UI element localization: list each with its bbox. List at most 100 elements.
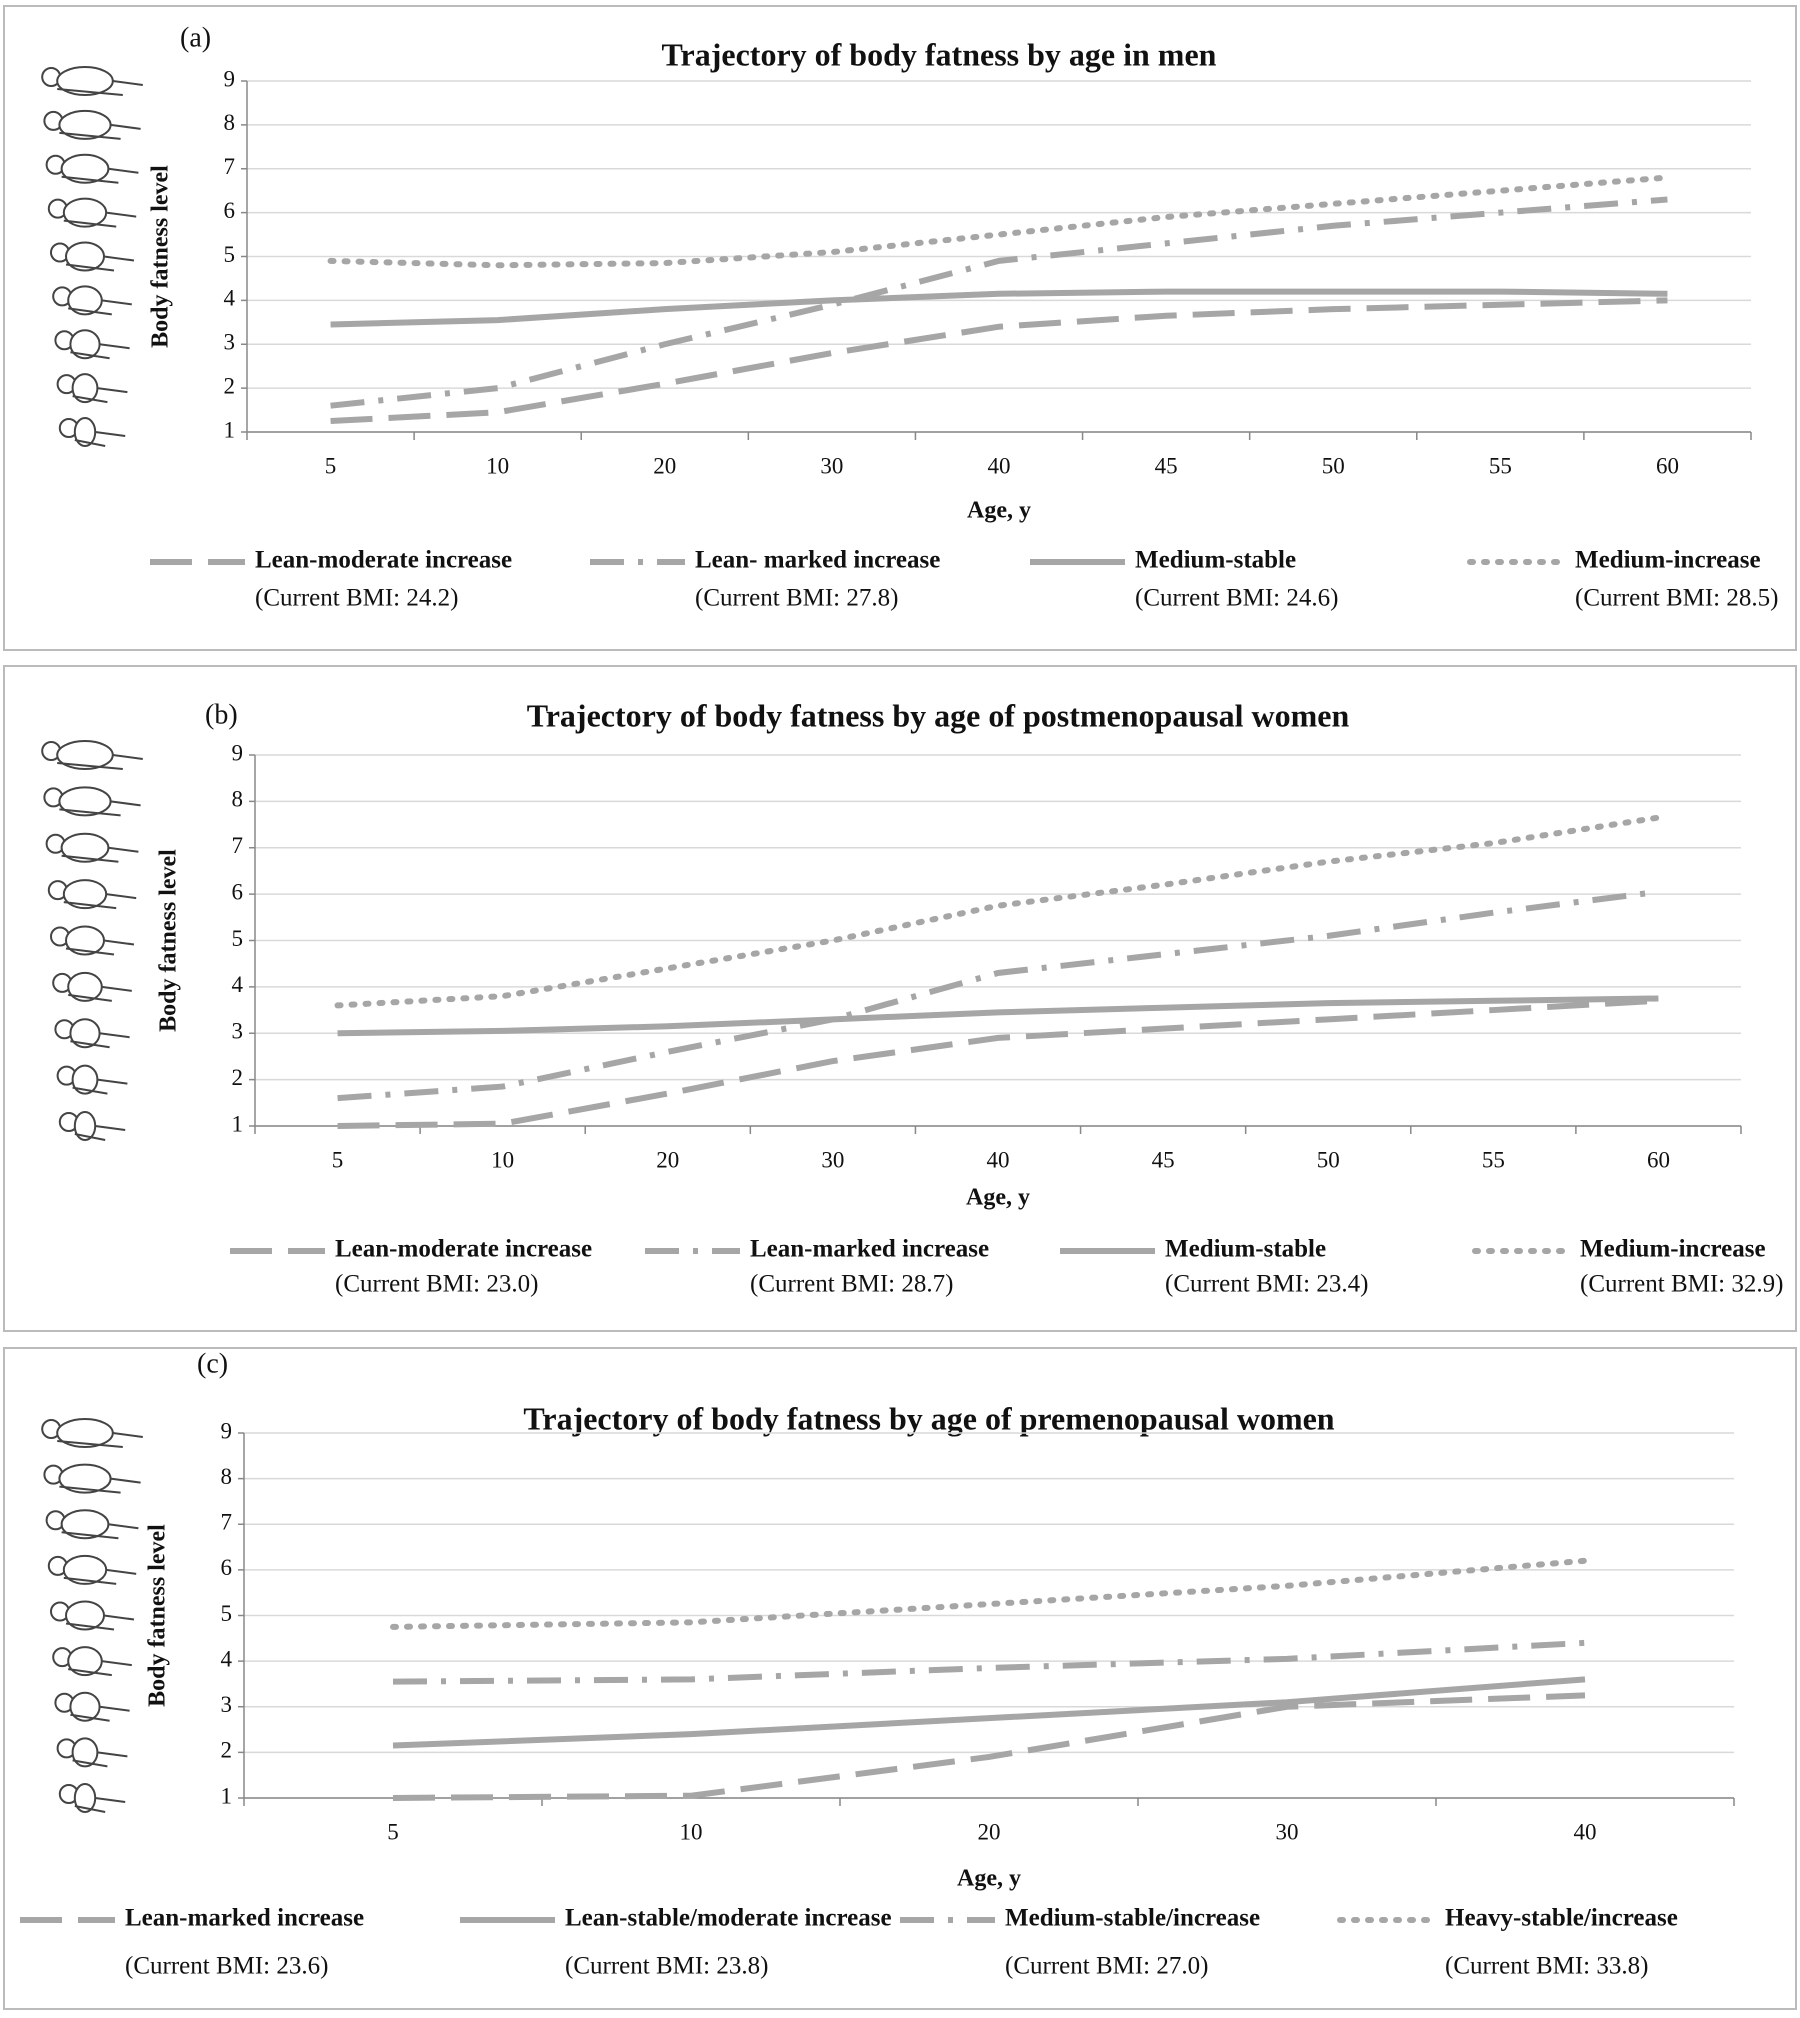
y-tick-label: 7 bbox=[221, 1510, 233, 1535]
figure-arm bbox=[68, 307, 112, 316]
x-axis-label: Age, y bbox=[957, 1866, 1021, 1892]
y-tick-label: 5 bbox=[224, 242, 236, 267]
legend-label: Lean-marked increase bbox=[125, 1905, 364, 1932]
figure-body bbox=[67, 971, 103, 1002]
y-tick-label: 6 bbox=[224, 198, 236, 223]
legend-note: (Current BMI: 27.8) bbox=[695, 585, 898, 612]
figure-body bbox=[67, 285, 103, 316]
figure-leg bbox=[108, 846, 139, 853]
figure-leg bbox=[99, 1032, 130, 1039]
figure-arm bbox=[74, 1805, 106, 1813]
x-tick-label: 55 bbox=[1482, 1147, 1505, 1172]
x-tick-label: 30 bbox=[821, 1147, 844, 1172]
figure-arm bbox=[63, 1576, 117, 1585]
figure-arm bbox=[57, 762, 123, 770]
figure-body bbox=[71, 1064, 99, 1095]
figure-leg bbox=[106, 211, 137, 218]
chart-title: Trajectory of body fatness by age in men bbox=[662, 36, 1217, 72]
figure-arm bbox=[57, 1440, 123, 1448]
legend-label: Medium-increase bbox=[1580, 1236, 1766, 1263]
x-tick-label: 30 bbox=[1276, 1819, 1299, 1844]
series-line bbox=[330, 196, 1668, 409]
figure-arm bbox=[61, 854, 119, 863]
legend-note: (Current BMI: 23.0) bbox=[335, 1271, 538, 1298]
y-tick-label: 2 bbox=[224, 373, 236, 398]
figure-leg bbox=[112, 1432, 143, 1438]
figure-leg bbox=[97, 387, 128, 394]
x-tick-label: 10 bbox=[680, 1819, 703, 1844]
figure-leg bbox=[108, 167, 139, 174]
series-line bbox=[330, 288, 1668, 328]
legend-note: (Current BMI: 28.5) bbox=[1575, 585, 1778, 612]
series-line bbox=[327, 174, 1671, 269]
legend-label: Heavy-stable/increase bbox=[1445, 1905, 1678, 1932]
legend-note: (Current BMI: 23.4) bbox=[1165, 1271, 1368, 1298]
legend-note: (Current BMI: 28.7) bbox=[750, 1271, 953, 1298]
x-axis-label: Age, y bbox=[967, 498, 1031, 524]
y-tick-label: 7 bbox=[232, 833, 244, 858]
figure-leg bbox=[112, 80, 143, 86]
figure-arm bbox=[59, 808, 121, 817]
figure-arm bbox=[68, 993, 112, 1002]
figure-arm bbox=[70, 1040, 110, 1049]
figure-leg bbox=[108, 1523, 139, 1530]
y-tick-label: 5 bbox=[221, 1601, 233, 1626]
y-tick-label: 6 bbox=[232, 879, 244, 904]
y-tick-label: 8 bbox=[224, 110, 236, 135]
figure-leg bbox=[99, 343, 130, 350]
figure-leg bbox=[110, 123, 141, 130]
panel-frame bbox=[3, 5, 1797, 651]
series-line bbox=[337, 997, 1659, 1129]
x-tick-label: 50 bbox=[1322, 453, 1345, 478]
figure-leg bbox=[103, 255, 135, 262]
figure-leg bbox=[101, 299, 132, 306]
legend-label: Medium-stable bbox=[1135, 547, 1296, 574]
figure-arm bbox=[72, 395, 108, 404]
figure-leg bbox=[112, 754, 143, 760]
x-tick-label: 60 bbox=[1656, 453, 1679, 478]
figure-arm bbox=[74, 439, 106, 447]
y-axis-label: Body fatness level bbox=[148, 165, 174, 348]
legend-note: (Current BMI: 33.8) bbox=[1445, 1953, 1648, 1980]
y-tick-label: 6 bbox=[221, 1555, 233, 1580]
x-tick-label: 50 bbox=[1317, 1147, 1340, 1172]
figure-arm bbox=[70, 351, 110, 360]
chart-title: Trajectory of body fatness by age of pre… bbox=[523, 1400, 1334, 1436]
figure-leg bbox=[110, 1477, 141, 1484]
figure-leg bbox=[97, 1751, 128, 1758]
figure-leg bbox=[103, 1614, 135, 1621]
x-tick-label: 45 bbox=[1152, 1147, 1175, 1172]
legend-label: Lean- marked increase bbox=[695, 547, 940, 574]
figure-body bbox=[71, 373, 99, 404]
series-line bbox=[392, 1639, 1586, 1685]
y-tick-label: 1 bbox=[221, 1783, 233, 1808]
series-line bbox=[337, 888, 1659, 1102]
figure-leg bbox=[97, 1078, 128, 1085]
panel-frame bbox=[3, 1347, 1797, 2010]
figure-arm bbox=[74, 1133, 106, 1141]
series-line bbox=[337, 995, 1659, 1037]
legend-note: (Current BMI: 23.6) bbox=[125, 1953, 328, 1980]
x-tick-label: 40 bbox=[1574, 1819, 1597, 1844]
panel-label: (c) bbox=[197, 1348, 228, 1379]
legend-note: (Current BMI: 32.9) bbox=[1580, 1271, 1783, 1298]
figure-arm bbox=[65, 947, 115, 956]
series-line bbox=[330, 297, 1668, 425]
y-tick-label: 1 bbox=[232, 1111, 244, 1136]
x-tick-label: 5 bbox=[325, 453, 337, 478]
y-axis-label: Body fatness level bbox=[156, 849, 182, 1032]
x-tick-label: 10 bbox=[491, 1147, 514, 1172]
y-tick-label: 3 bbox=[224, 330, 236, 355]
y-tick-label: 9 bbox=[232, 740, 244, 765]
y-tick-label: 3 bbox=[232, 1019, 244, 1044]
y-tick-label: 4 bbox=[232, 972, 244, 997]
y-tick-label: 7 bbox=[224, 154, 236, 179]
series-line bbox=[334, 814, 1662, 1009]
figure-body bbox=[60, 153, 110, 184]
figure-leg bbox=[106, 893, 137, 900]
figure-arm bbox=[72, 1086, 108, 1095]
figure-leg bbox=[95, 1125, 126, 1131]
x-tick-label: 40 bbox=[987, 1147, 1010, 1172]
figure-leg bbox=[103, 939, 135, 946]
